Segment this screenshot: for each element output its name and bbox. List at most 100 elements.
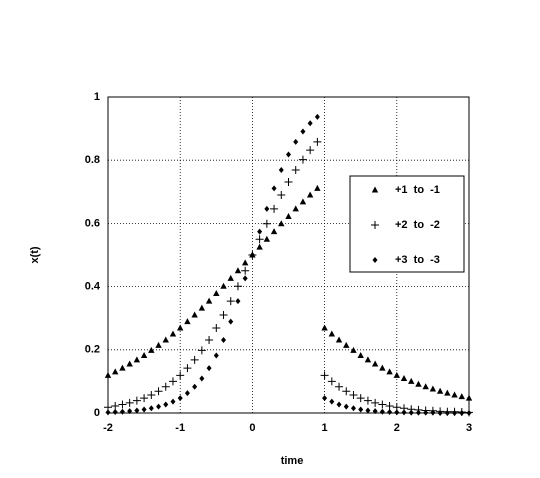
data-point	[423, 409, 429, 416]
data-point	[386, 368, 393, 375]
data-point	[307, 120, 313, 127]
data-point	[278, 220, 285, 227]
data-point	[293, 138, 299, 145]
data-point	[140, 351, 148, 358]
data-point	[314, 184, 321, 191]
data-point	[379, 364, 386, 371]
data-point	[350, 346, 357, 353]
data-point	[378, 400, 387, 409]
data-point	[385, 402, 394, 411]
data-point	[112, 368, 119, 375]
x-tick-label: -2	[103, 422, 113, 434]
data-point	[313, 137, 322, 146]
data-point	[176, 371, 185, 380]
data-point	[249, 252, 255, 258]
x-tick-label: 0	[249, 422, 255, 434]
data-point	[343, 341, 350, 348]
data-point	[132, 396, 141, 405]
data-point	[221, 337, 227, 344]
data-point	[256, 243, 263, 250]
data-point	[335, 382, 344, 391]
y-axis-label: x(t)	[29, 246, 41, 263]
data-point	[415, 380, 422, 387]
data-point	[365, 407, 371, 414]
data-point	[284, 178, 293, 187]
data-point	[140, 394, 149, 403]
data-point	[270, 204, 279, 213]
legend-label: +1 to -1	[395, 184, 440, 196]
data-point	[364, 356, 372, 363]
data-point	[349, 390, 358, 399]
data-point	[264, 205, 270, 212]
data-point	[387, 409, 393, 416]
data-point	[125, 398, 134, 407]
data-point	[437, 410, 443, 416]
data-point	[306, 191, 314, 198]
data-point	[241, 266, 250, 275]
y-tick-label: 0.6	[85, 217, 100, 229]
data-point	[235, 298, 241, 305]
data-point	[183, 364, 192, 373]
data-point	[241, 259, 249, 266]
data-point	[350, 405, 356, 412]
x-tick-label: 2	[394, 422, 400, 434]
data-point	[363, 396, 372, 405]
x-tick-label: -1	[175, 422, 185, 434]
data-point	[314, 113, 320, 120]
data-point	[285, 212, 292, 219]
data-point	[148, 346, 155, 353]
data-point	[465, 394, 473, 401]
data-point	[400, 375, 408, 382]
data-point	[228, 318, 234, 325]
data-point	[127, 408, 133, 415]
data-point	[306, 146, 315, 155]
data-point	[358, 406, 364, 413]
data-point	[197, 346, 206, 355]
data-point	[458, 393, 465, 400]
data-point	[430, 409, 436, 416]
data-point	[169, 330, 177, 337]
data-point	[444, 410, 450, 416]
data-point	[162, 336, 169, 343]
y-tick-label: 0.4	[85, 281, 101, 293]
data-point	[357, 351, 364, 358]
y-tick-label: 1	[94, 91, 100, 103]
data-point	[213, 290, 220, 297]
data-point	[257, 228, 263, 235]
data-point	[270, 228, 278, 235]
data-point	[133, 356, 141, 363]
data-point	[343, 403, 349, 410]
data-point	[111, 402, 120, 411]
data-point	[452, 410, 458, 416]
data-point	[335, 336, 343, 343]
data-point	[394, 409, 400, 416]
data-point	[459, 410, 465, 416]
data-point	[436, 387, 444, 394]
data-point	[415, 409, 421, 416]
data-point	[255, 235, 264, 244]
data-point	[190, 355, 199, 364]
data-point	[408, 377, 415, 384]
data-point	[154, 387, 163, 396]
data-point	[105, 409, 111, 416]
data-point	[134, 407, 140, 414]
data-point	[327, 377, 336, 386]
data-point	[119, 408, 125, 415]
plot-frame	[107, 96, 470, 414]
data-point	[148, 405, 154, 412]
data-point	[320, 371, 329, 380]
data-point	[192, 383, 198, 390]
data-point	[170, 398, 176, 405]
data-point	[177, 395, 183, 402]
data-point	[321, 324, 328, 331]
data-point	[379, 408, 385, 415]
data-point	[292, 205, 299, 212]
x-tick-label: 3	[466, 422, 472, 434]
y-tick-label: 0	[94, 407, 100, 419]
data-point	[227, 274, 234, 281]
data-point	[336, 401, 342, 408]
data-point	[429, 385, 437, 392]
data-point	[147, 390, 156, 399]
data-point	[262, 219, 271, 228]
data-point	[226, 297, 235, 306]
